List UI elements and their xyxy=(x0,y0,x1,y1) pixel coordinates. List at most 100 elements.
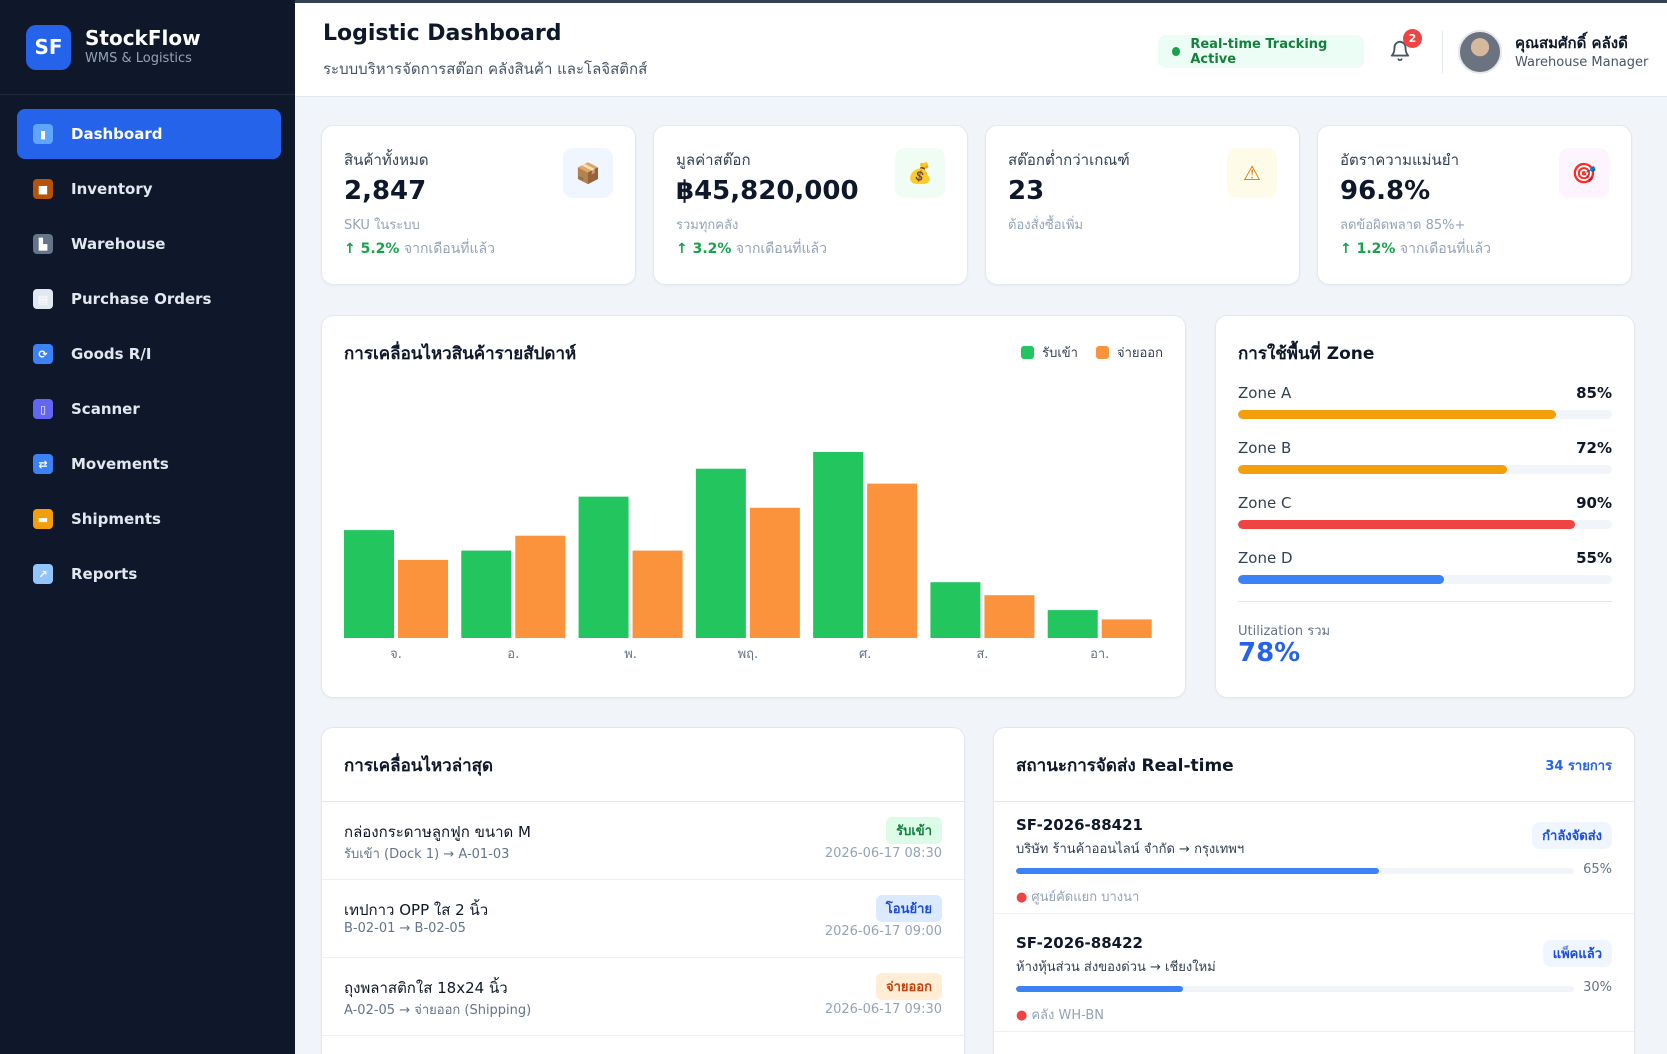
bar-in-3[interactable] xyxy=(695,468,746,638)
bar-in-2[interactable] xyxy=(578,496,629,638)
bar-in-6[interactable] xyxy=(1047,610,1098,638)
bar-out-3[interactable] xyxy=(749,507,800,638)
sidebar-nav: ▮ Dashboard ■ Inventory ▙ Warehouse ▤ Purchase … xyxy=(0,95,295,599)
sidebar-item-goods-r-i[interactable]: ⟳ Goods R/I xyxy=(17,329,281,379)
shipment-route: บริษัท ร้านค้าออนไลน์ จำกัด → กรุงเทพฯ xyxy=(1016,842,1245,857)
stat-label: สต๊อกต่ำกว่าเกณฑ์ xyxy=(1008,151,1130,169)
movement-item-detail: B-02-01 → B-02-05 xyxy=(344,921,466,936)
shipment-location: ● คลัง WH-BN xyxy=(1016,1004,1104,1025)
sidebar-item-inventory[interactable]: ■ Inventory xyxy=(17,164,281,214)
stat-change: ↑ 1.2% จากเดือนที่แล้ว xyxy=(1340,238,1491,260)
legend-swatch-out xyxy=(1095,346,1109,359)
sidebar-item-purchase-orders[interactable]: ▤ Purchase Orders xyxy=(17,274,281,324)
movement-item-name: กล่องกระดาษลูกฟูก ขนาด M xyxy=(344,823,531,841)
zone-name: Zone C xyxy=(1238,494,1292,512)
refresh-icon: ⟳ xyxy=(33,344,53,364)
utilization-label: Utilization รวม xyxy=(1238,624,1331,639)
stat-change-note: จากเดือนที่แล้ว xyxy=(1395,241,1491,257)
sidebar-item-shipments[interactable]: ▬ Shipments xyxy=(17,494,281,544)
page-subtitle: ระบบบริหารจัดการสต๊อก คลังสินค้า และโลจิ… xyxy=(323,60,648,78)
factory-icon: ▙ xyxy=(33,234,53,254)
shipment-route: ห้างหุ้นส่วน ส่งของด่วน → เชียงใหม่ xyxy=(1016,960,1216,975)
mobile-icon: ▯ xyxy=(33,399,53,419)
sidebar-item-label: Inventory xyxy=(71,180,153,198)
list-item[interactable]: เทปกาว OPP ใส 2 นิ้ว B-02-01 → B-02-05 โอน… xyxy=(322,880,964,958)
zone-name: Zone B xyxy=(1238,439,1292,457)
user-role: Warehouse Manager xyxy=(1515,55,1649,70)
shipment-progress-label: 30% xyxy=(1583,980,1612,995)
zone-percent: 90% xyxy=(1576,494,1612,512)
zone-row: Zone C 90% xyxy=(1238,494,1612,529)
stat-subtext: ลดข้อผิดพลาด 85%+ xyxy=(1340,218,1466,233)
bar-out-4[interactable] xyxy=(867,483,918,638)
movement-item-detail: รับเข้า (Dock 1) → A-01-03 xyxy=(344,847,510,862)
avatar[interactable] xyxy=(1458,30,1502,74)
notification-count-badge: 2 xyxy=(1403,29,1422,48)
bell-icon[interactable] xyxy=(1389,39,1411,63)
bar-out-5[interactable] xyxy=(984,595,1035,638)
x-tick-label: อ. xyxy=(507,647,519,662)
shipment-progress-fill xyxy=(1016,986,1184,992)
bar-out-1[interactable] xyxy=(515,535,566,638)
recent-movements-card: การเคลื่อนไหวล่าสุด กล่องกระดาษลูกฟูก ขน… xyxy=(321,727,965,1054)
warning-icon: ⚠ xyxy=(1227,148,1277,198)
stat-change-value: ↑ 5.2% xyxy=(344,241,400,257)
bar-in-5[interactable] xyxy=(930,582,981,638)
legend-label-in: รับเข้า xyxy=(1042,346,1078,361)
zone-progress-track xyxy=(1238,410,1612,419)
list-item[interactable]: ถุงพลาสติกใส 18x24 นิ้ว A-02-05 → จ่ายออก… xyxy=(322,958,964,1036)
zone-header: Zone A 85% xyxy=(1238,384,1612,402)
location-pin-icon: ● xyxy=(1016,1008,1028,1023)
live-dot-icon xyxy=(1172,47,1181,56)
stat-subtext: รวมทุกคลัง xyxy=(676,218,739,233)
live-tracking-label: Real-time Tracking Active xyxy=(1190,36,1328,67)
movement-item-name: เทปกาว OPP ใส 2 นิ้ว xyxy=(344,901,489,919)
stat-card: อัตราความแม่นยำ 96.8% ลดข้อผิดพลาด 85%+ ↑ 1… xyxy=(1317,125,1632,285)
bar-out-2[interactable] xyxy=(632,550,683,638)
bar-in-0[interactable] xyxy=(344,530,394,638)
package-icon: ■ xyxy=(33,179,53,199)
stat-card: สินค้าทั้งหมด 2,847 SKU ในระบบ ↑ 5.2% จากเด… xyxy=(321,125,636,285)
weekly-movement-chart: จ. อ. พ. พฤ. ศ. ส. อา. xyxy=(344,452,1152,662)
zone-percent: 72% xyxy=(1576,439,1612,457)
shipment-location: ● ศูนย์คัดแยก บางนา xyxy=(1016,886,1139,907)
shipments-header-divider xyxy=(994,801,1634,802)
zone-progress-track xyxy=(1238,520,1612,529)
sidebar-item-movements[interactable]: ⇄ Movements xyxy=(17,439,281,489)
movement-timestamp: 2026-06-17 08:30 xyxy=(824,846,942,861)
x-tick-label: พฤ. xyxy=(738,647,759,662)
stat-value: 23 xyxy=(1008,176,1045,206)
sidebar-item-label: Reports xyxy=(71,565,138,583)
bar-in-4[interactable] xyxy=(813,452,864,638)
legend-swatch-in xyxy=(1021,346,1035,359)
sidebar-item-reports[interactable]: ↗ Reports xyxy=(17,549,281,599)
stat-value: 2,847 xyxy=(344,176,427,206)
sidebar-item-scanner[interactable]: ▯ Scanner xyxy=(17,384,281,434)
bar-out-0[interactable] xyxy=(398,559,448,638)
list-item[interactable]: SF-2026-88422 ห้างหุ้นส่วน ส่งของด่วน → เ… xyxy=(994,920,1634,1032)
user-name[interactable]: คุณสมศักดิ์ คลังดี xyxy=(1515,34,1628,52)
bar-out-6[interactable] xyxy=(1101,619,1152,638)
movement-item-name: ถุงพลาสติกใส 18x24 นิ้ว xyxy=(344,979,508,997)
list-item[interactable]: SF-2026-88421 บริษัท ร้านค้าออนไลน์ จำกัด… xyxy=(994,802,1634,914)
sidebar-item-warehouse[interactable]: ▙ Warehouse xyxy=(17,219,281,269)
stat-card: สต๊อกต่ำกว่าเกณฑ์ 23 ต้องสั่งซื้อเพิ่ม ⚠ xyxy=(985,125,1300,285)
brand[interactable]: SF StockFlow WMS & Logistics xyxy=(0,0,295,95)
zone-progress-fill xyxy=(1238,520,1575,529)
zone-row: Zone A 85% xyxy=(1238,384,1612,419)
sidebar-item-dashboard[interactable]: ▮ Dashboard xyxy=(17,109,281,159)
zone-progress-track xyxy=(1238,465,1612,474)
chart-title: การเคลื่อนไหวสินค้ารายสัปดาห์ xyxy=(344,344,577,364)
shipment-progress-track xyxy=(1016,868,1574,874)
zone-header: Zone B 72% xyxy=(1238,439,1612,457)
shipments-card: สถานะการจัดส่ง Real-time 34 รายการ SF-20… xyxy=(993,727,1635,1054)
bar-in-1[interactable] xyxy=(461,550,512,638)
sidebar-item-label: Shipments xyxy=(71,510,161,528)
list-item[interactable]: กล่องกระดาษลูกฟูก ขนาด M รับเข้า (Dock 1)… xyxy=(322,802,964,880)
clipboard-icon: ▤ xyxy=(33,289,53,309)
sidebar-item-label: Movements xyxy=(71,455,169,473)
stat-change-note: จากเดือนที่แล้ว xyxy=(731,241,827,257)
movement-type-badge: โอนย้าย xyxy=(875,895,942,922)
sidebar-item-label: Purchase Orders xyxy=(71,290,212,308)
shipments-count-link[interactable]: 34 รายการ xyxy=(1545,759,1612,774)
